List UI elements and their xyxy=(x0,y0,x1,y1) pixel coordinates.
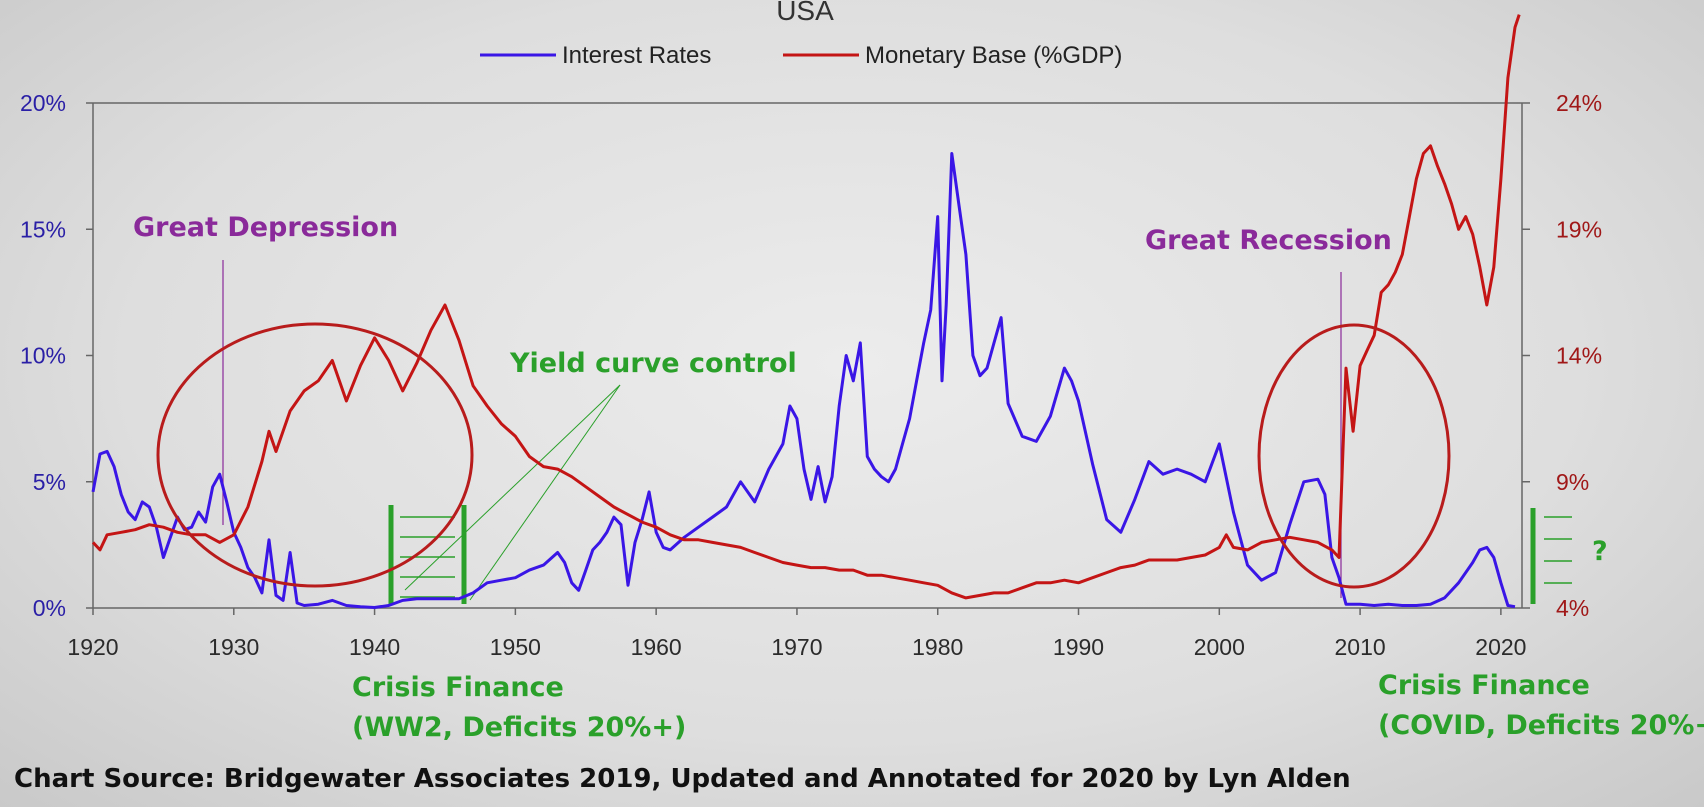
x-tick-label: 2020 xyxy=(1475,634,1526,660)
left-tick-label: 15% xyxy=(20,216,66,242)
covid-crisis-bracket xyxy=(1530,508,1572,604)
x-tick-label: 1920 xyxy=(67,634,118,660)
right-axis-ticks: 4% 9% 14% 19% 24% xyxy=(1522,90,1602,621)
left-tick-label: 5% xyxy=(33,469,66,495)
crisis-finance-covid-line1: Crisis Finance xyxy=(1378,670,1590,701)
chart-title: USA xyxy=(776,0,834,26)
crisis-finance-covid-line2: (COVID, Deficits 20%+) xyxy=(1378,710,1704,741)
right-tick-label: 4% xyxy=(1556,595,1589,621)
ww2-crisis-bracket xyxy=(388,505,467,604)
great-depression-label: Great Depression xyxy=(133,212,398,243)
x-tick-label: 1990 xyxy=(1053,634,1104,660)
left-axis-ticks: 0% 5% 10% 15% 20% xyxy=(20,90,93,621)
left-tick-label: 0% xyxy=(33,595,66,621)
right-tick-label: 14% xyxy=(1556,343,1602,369)
yield-pointer-line xyxy=(469,384,621,601)
right-tick-label: 19% xyxy=(1556,216,1602,242)
monetary-base-line xyxy=(91,14,1521,600)
legend-label-interest: Interest Rates xyxy=(562,42,711,69)
left-tick-label: 10% xyxy=(20,343,66,369)
great-depression-circle xyxy=(156,322,474,588)
x-tick-label: 2010 xyxy=(1335,634,1386,660)
right-tick-label: 24% xyxy=(1556,90,1602,116)
right-tick-label: 9% xyxy=(1556,469,1589,495)
legend-label-monetary: Monetary Base (%GDP) xyxy=(865,42,1122,69)
crisis-finance-ww2-line1: Crisis Finance xyxy=(352,672,564,703)
left-tick-label: 20% xyxy=(20,90,66,116)
x-tick-label: 2000 xyxy=(1194,634,1245,660)
plot-frame xyxy=(92,102,1523,609)
x-axis-ticks: 1920 1930 1940 1950 1960 1970 1980 1990 2000 2010… xyxy=(67,608,1526,660)
x-tick-label: 1960 xyxy=(631,634,682,660)
yield-curve-control-label: Yield curve control xyxy=(509,348,797,379)
x-tick-label: 1980 xyxy=(912,634,963,660)
x-tick-label: 1970 xyxy=(771,634,822,660)
x-tick-label: 1930 xyxy=(208,634,259,660)
chart-source: Chart Source: Bridgewater Associates 201… xyxy=(14,764,1351,794)
x-tick-label: 1950 xyxy=(490,634,541,660)
yield-curve-pointer xyxy=(404,384,621,601)
yield-pointer-line xyxy=(404,384,621,591)
interest-rates-line xyxy=(91,152,1516,609)
crisis-finance-ww2-line2: (WW2, Deficits 20%+) xyxy=(352,712,686,743)
covid-question-mark: ? xyxy=(1592,536,1608,567)
x-tick-label: 1940 xyxy=(349,634,400,660)
great-recession-label: Great Recession xyxy=(1145,225,1392,256)
great-recession-circle xyxy=(1257,323,1451,589)
